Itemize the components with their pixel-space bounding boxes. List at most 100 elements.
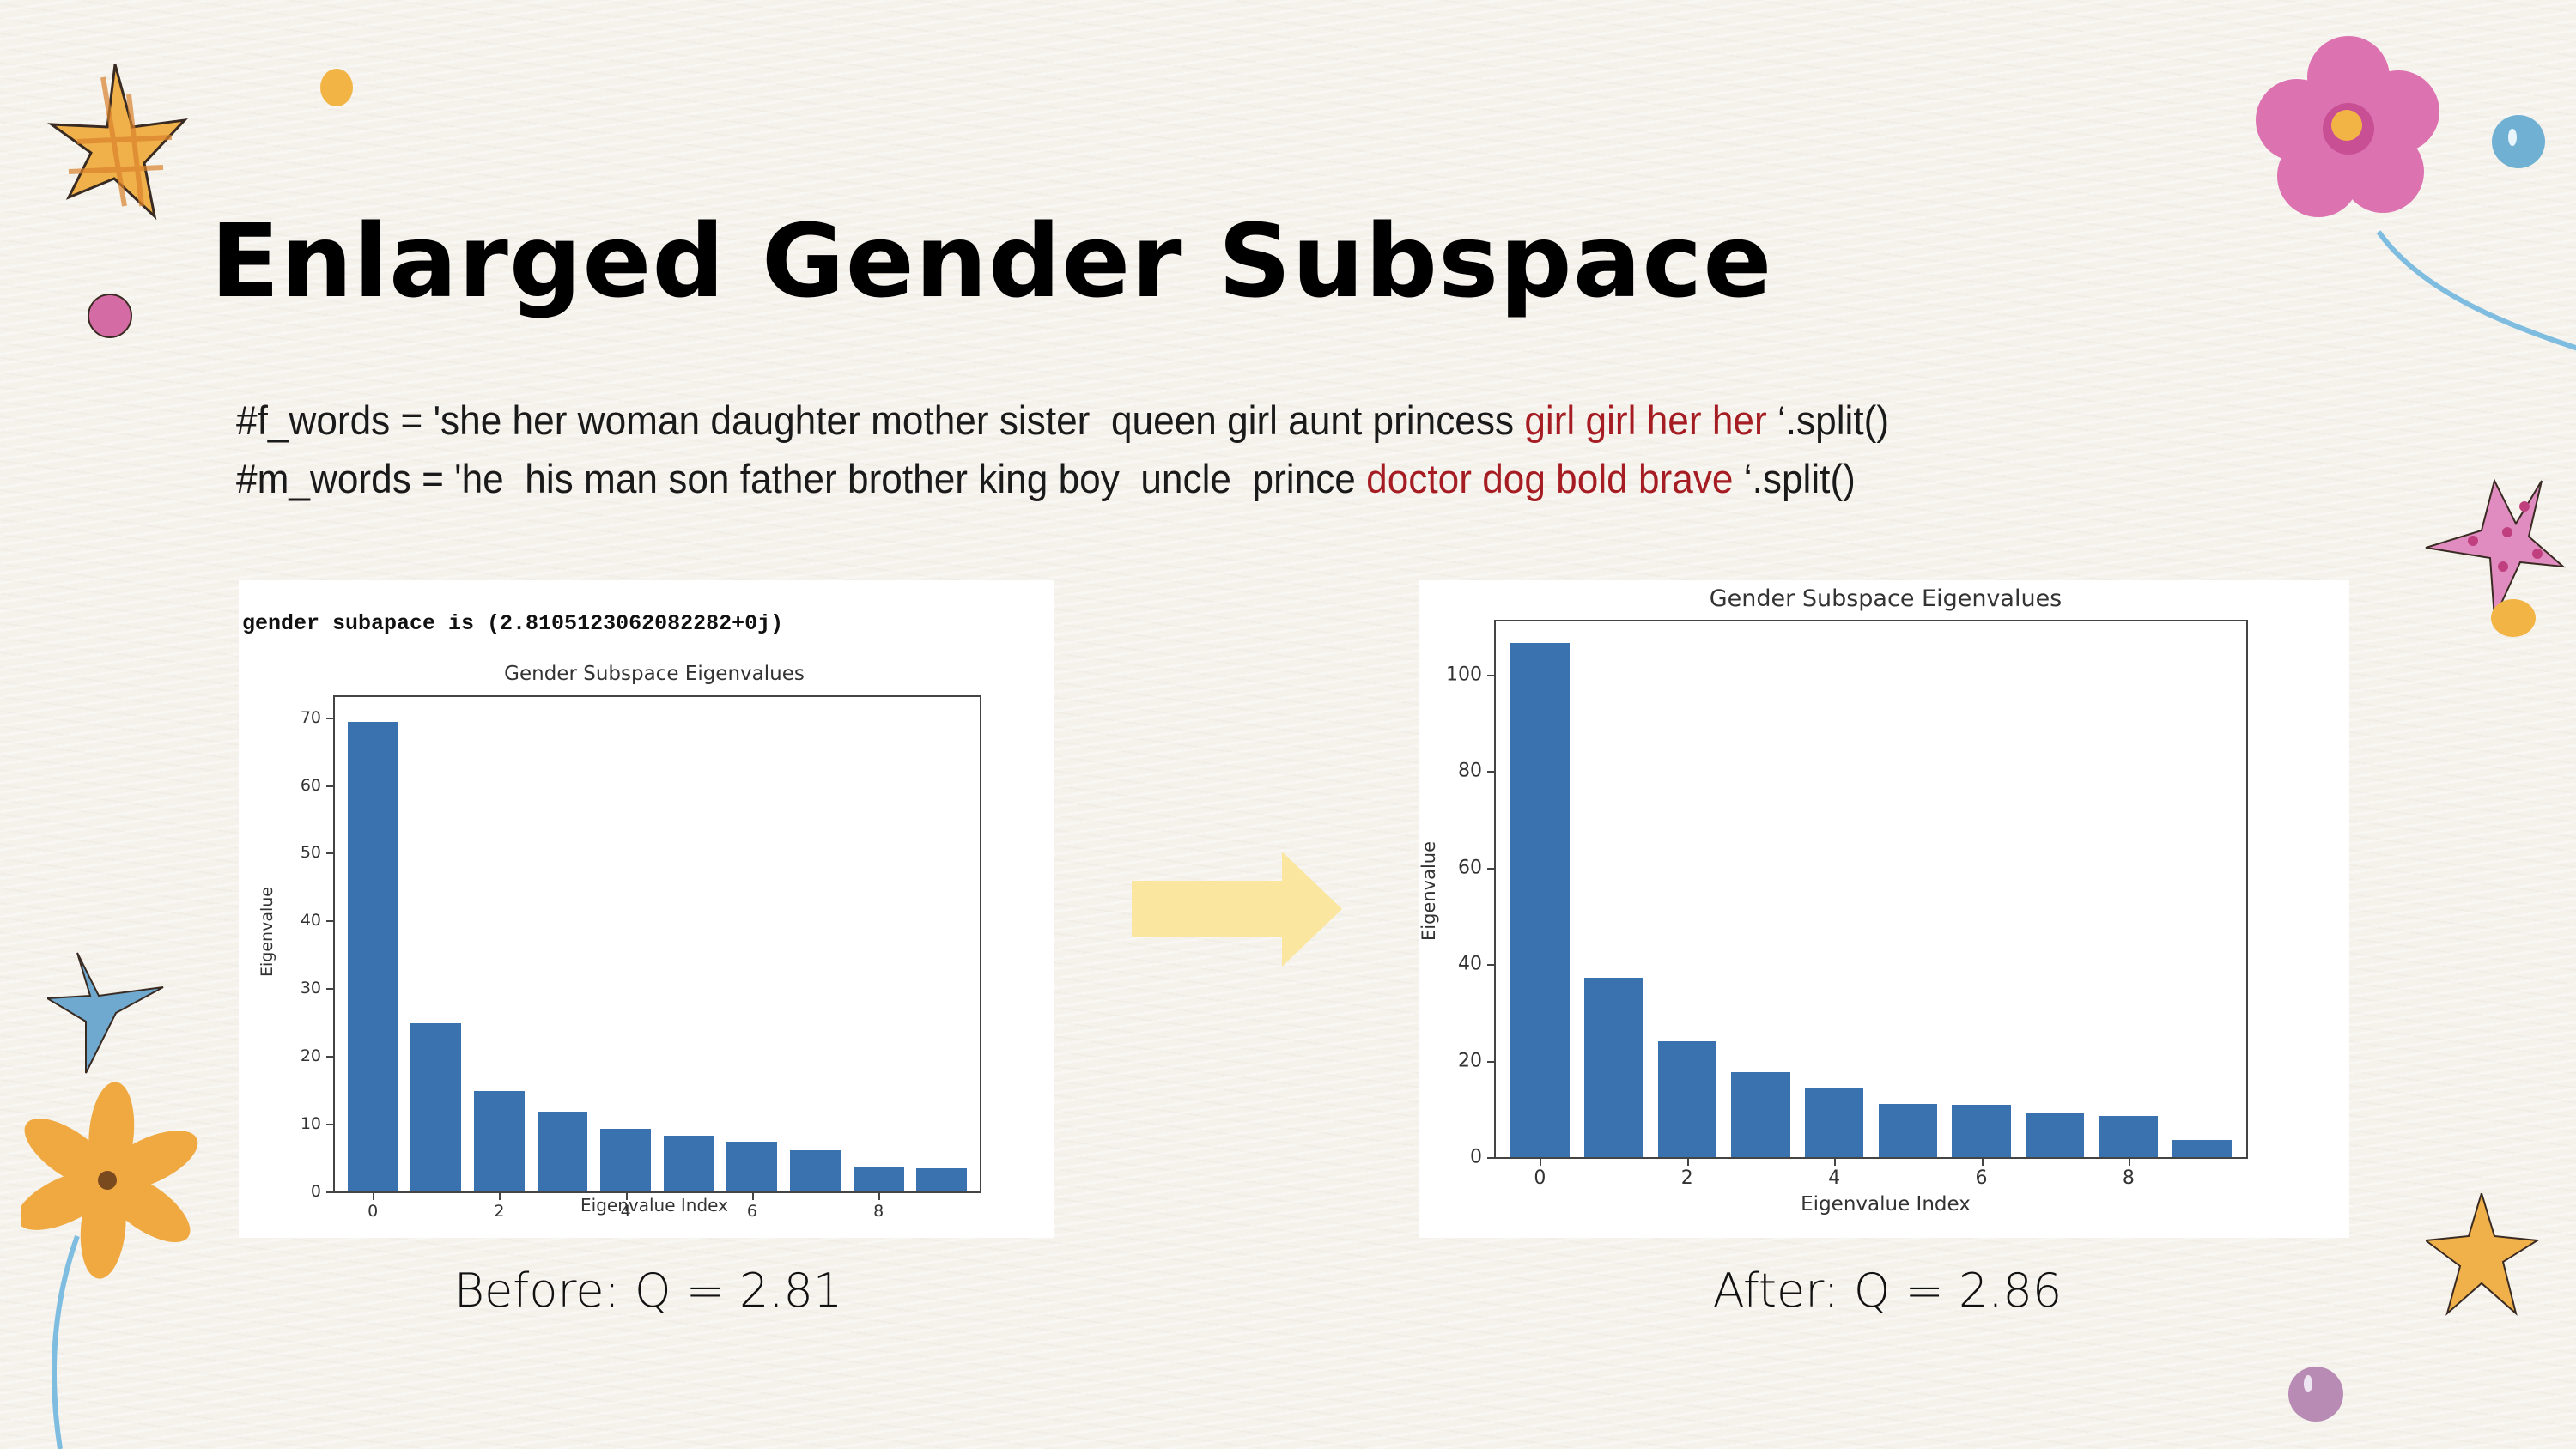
x-tick-label: 4 <box>1828 1167 1841 1189</box>
x-tick-label: 0 <box>1534 1167 1546 1189</box>
bar <box>916 1168 968 1191</box>
yellow-dot-icon <box>320 69 353 106</box>
y-tick-mark <box>326 852 333 855</box>
bar <box>600 1129 652 1191</box>
y-tick-mark <box>326 988 333 991</box>
chart-title: Gender Subspace Eigenvalues <box>504 663 805 685</box>
after-chart-axes <box>1494 620 2248 1159</box>
bar <box>410 1023 462 1191</box>
right-arrow-icon <box>1132 852 1342 967</box>
bar <box>2172 1140 2232 1157</box>
y-tick-label: 0 <box>1470 1146 1482 1168</box>
gold-star-icon <box>2426 1193 2541 1316</box>
bar <box>473 1091 525 1191</box>
y-tick-mark <box>326 1056 333 1058</box>
after-chart-panel: Gender Subspace Eigenvalues Eigenvalue I… <box>1419 580 2349 1238</box>
bar <box>2025 1113 2085 1157</box>
y-tick-label: 40 <box>300 911 321 931</box>
x-tick-mark <box>499 1193 501 1200</box>
bar <box>726 1142 778 1191</box>
x-tick-label: 6 <box>746 1202 757 1221</box>
y-tick-label: 80 <box>1458 760 1482 782</box>
bar <box>537 1111 588 1191</box>
y-tick-mark <box>1487 674 1494 676</box>
bar <box>1731 1071 1790 1157</box>
m-words-text: #m_words = 'he his man son father brothe… <box>236 456 1367 501</box>
x-tick-mark <box>878 1193 881 1200</box>
x-tick-label: 6 <box>1975 1167 1988 1189</box>
y-tick-label: 30 <box>300 979 321 998</box>
y-tick-label: 10 <box>300 1114 321 1134</box>
y-tick-label: 60 <box>300 775 321 795</box>
pink-flower-icon <box>2256 36 2576 351</box>
caption-after: After: Q = 2.86 <box>1712 1264 2063 1318</box>
f-words-text: #f_words = 'she her woman daughter mothe… <box>236 397 1525 443</box>
y-axis-label: Eigenvalue <box>258 887 276 977</box>
bar <box>1583 977 1643 1157</box>
chart-title: Gender Subspace Eigenvalues <box>1709 585 2063 612</box>
x-tick-mark <box>625 1193 628 1200</box>
y-tick-label: 20 <box>1458 1050 1482 1072</box>
y-tick-mark <box>326 1124 333 1126</box>
x-tick-mark <box>1686 1159 1689 1166</box>
f-words-line: #f_words = 'she her woman daughter mothe… <box>236 397 1889 444</box>
m-words-suffix: ‘.split() <box>1733 456 1856 501</box>
x-tick-label: 4 <box>620 1202 631 1221</box>
y-tick-label: 60 <box>1458 857 1482 879</box>
y-tick-label: 50 <box>300 843 321 863</box>
slide-title: Enlarged Gender Subspace <box>210 202 1773 320</box>
y-tick-label: 0 <box>310 1182 321 1201</box>
y-tick-mark <box>326 785 333 787</box>
x-axis-label: Eigenvalue Index <box>580 1195 728 1216</box>
x-tick-mark <box>2128 1159 2130 1166</box>
y-tick-label: 70 <box>300 707 321 727</box>
y-tick-mark <box>1487 771 1494 773</box>
y-tick-mark <box>326 1191 333 1193</box>
bar <box>1657 1040 1717 1157</box>
m-words-line: #m_words = 'he his man son father brothe… <box>236 455 1856 502</box>
f-words-suffix: ‘.split() <box>1766 397 1890 443</box>
m-words-highlight: doctor dog bold brave <box>1366 456 1734 501</box>
before-chart-panel: gender subapace is (2.8105123062082282+0… <box>239 580 1054 1238</box>
caption-before: Before: Q = 2.81 <box>453 1264 843 1318</box>
bar <box>663 1136 714 1191</box>
x-tick-label: 8 <box>2122 1167 2135 1189</box>
y-tick-label: 100 <box>1446 664 1482 686</box>
bar <box>853 1167 904 1191</box>
x-tick-label: 2 <box>494 1202 505 1221</box>
f-words-highlight: girl girl her her <box>1524 397 1767 443</box>
y-tick-mark <box>1487 1157 1494 1159</box>
y-tick-label: 20 <box>300 1046 321 1066</box>
bar <box>1878 1103 1938 1157</box>
y-tick-mark <box>326 717 333 719</box>
bar <box>790 1149 841 1191</box>
orange-flower-icon <box>21 1082 198 1449</box>
x-tick-label: 8 <box>873 1202 884 1221</box>
x-tick-mark <box>751 1193 754 1200</box>
x-tick-mark <box>1834 1159 1837 1166</box>
pink-dot-icon <box>88 294 132 338</box>
console-output: gender subapace is (2.8105123062082282+0… <box>242 611 784 636</box>
y-tick-label: 40 <box>1458 953 1482 975</box>
bar <box>1510 643 1570 1157</box>
purple-dot-icon <box>2288 1367 2343 1422</box>
x-tick-mark <box>373 1193 375 1200</box>
blue-star-icon <box>47 952 164 1074</box>
bar <box>1952 1105 2011 1157</box>
bar <box>1804 1088 1864 1157</box>
x-tick-mark <box>1981 1159 1984 1166</box>
yellow-dot-icon <box>2491 599 2536 637</box>
before-chart-axes <box>333 695 981 1193</box>
bar <box>2099 1115 2159 1157</box>
y-tick-mark <box>1487 964 1494 967</box>
y-tick-mark <box>326 920 333 923</box>
plaid-star-icon <box>47 64 188 221</box>
polka-star-icon <box>2425 478 2567 619</box>
x-tick-mark <box>1540 1159 1542 1166</box>
x-axis-label: Eigenvalue Index <box>1801 1193 1971 1216</box>
x-tick-label: 2 <box>1680 1167 1693 1189</box>
blue-dot-icon <box>2492 115 2545 168</box>
y-tick-mark <box>1487 1060 1494 1063</box>
bar <box>347 722 398 1191</box>
x-tick-label: 0 <box>368 1202 379 1221</box>
